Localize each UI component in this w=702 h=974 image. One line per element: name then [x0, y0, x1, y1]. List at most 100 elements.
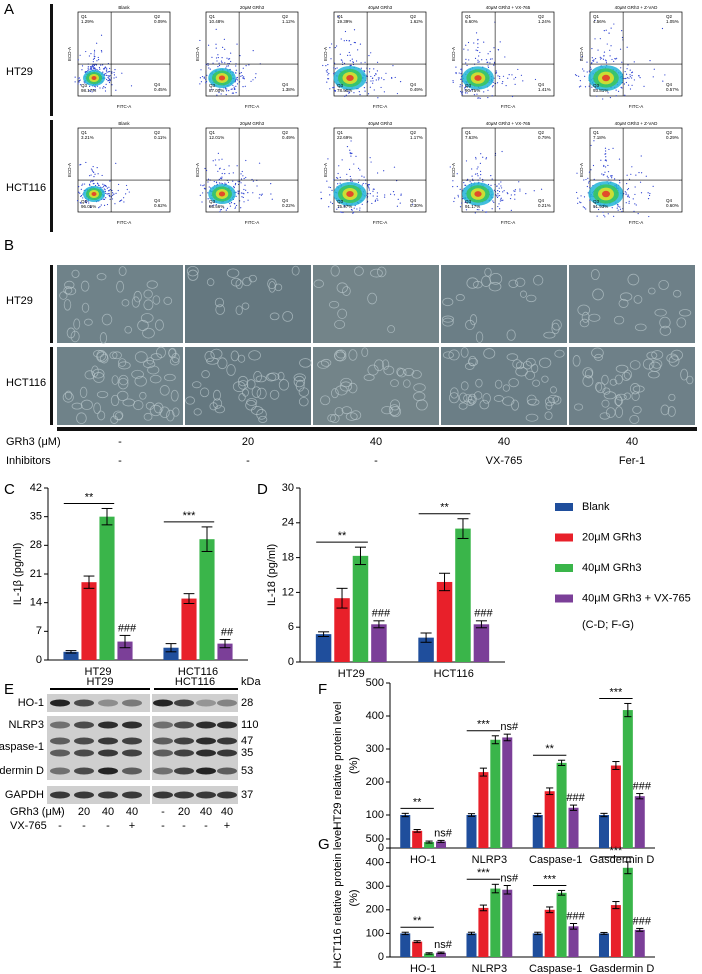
cell: [204, 350, 215, 362]
band: [50, 749, 70, 757]
event-dot: [465, 58, 467, 60]
event-dot: [230, 88, 232, 90]
cell: [96, 273, 107, 281]
quadrant-value: 0.79%: [538, 135, 551, 140]
event-dot: [351, 180, 353, 182]
event-dot: [209, 68, 211, 70]
event-dot: [377, 97, 379, 99]
event-dot: [476, 168, 478, 170]
event-dot: [607, 177, 609, 179]
bar: [473, 624, 490, 662]
cell: [660, 404, 670, 416]
cell: [619, 292, 633, 302]
event-dot: [88, 55, 90, 57]
event-dot: [607, 171, 610, 173]
event-dot: [603, 30, 605, 32]
quadrant-value: 0.09%: [154, 19, 167, 24]
event-dot: [372, 188, 374, 190]
event-dot: [500, 185, 502, 187]
event-dot: [329, 47, 331, 49]
event-dot: [98, 66, 101, 69]
cell: [389, 406, 402, 418]
cell: [581, 311, 590, 323]
event-dot: [109, 79, 111, 82]
event-dot: [104, 189, 106, 191]
treatment-label: Inhibitors: [6, 455, 51, 467]
event-dot: [588, 85, 590, 87]
event-dot: [612, 147, 614, 149]
panel-label: B: [4, 237, 14, 254]
event-dot: [114, 203, 116, 205]
y-tick-label: 28: [30, 539, 42, 551]
event-dot: [252, 180, 255, 182]
event-dot: [352, 61, 355, 64]
cell: [149, 374, 162, 384]
cell: [339, 381, 353, 392]
band: [122, 699, 142, 707]
event-dot: [81, 69, 83, 71]
significance: **: [338, 530, 347, 542]
event-dot: [662, 80, 664, 82]
quadrant-value: 0.29%: [666, 135, 679, 140]
band: [122, 767, 142, 775]
event-dot: [583, 70, 585, 72]
event-dot: [473, 94, 476, 96]
quadrant-name: Q4: [410, 82, 417, 87]
event-dot: [364, 61, 366, 63]
y-tick-label: 0: [378, 842, 384, 854]
event-dot: [111, 189, 113, 192]
condition-label: VX-765: [10, 820, 47, 832]
event-dot: [525, 193, 527, 195]
quadrant-name: Q2: [538, 14, 545, 19]
band: [74, 721, 94, 729]
bar: [424, 842, 435, 848]
event-dot: [479, 51, 481, 54]
event-dot: [206, 74, 208, 76]
event-dot: [580, 202, 582, 204]
event-dot: [363, 176, 365, 178]
row-bar: [50, 4, 53, 116]
event-dot: [97, 59, 100, 61]
cell: [269, 312, 280, 321]
event-dot: [128, 191, 130, 193]
event-dot: [93, 53, 95, 55]
event-dot: [533, 190, 535, 192]
event-dot: [331, 202, 334, 205]
cell: [258, 415, 268, 423]
cell: [515, 361, 525, 370]
cell: [255, 375, 267, 383]
event-dot: [91, 67, 93, 69]
event-dot: [113, 71, 115, 74]
event-dot: [101, 174, 103, 177]
cell: [472, 280, 483, 289]
cell: [547, 394, 560, 404]
cell: [253, 370, 262, 383]
event-dot: [369, 68, 371, 70]
cell: [99, 332, 108, 344]
cell: [342, 286, 351, 296]
event-dot: [225, 67, 227, 69]
cell: [334, 407, 344, 417]
event-dot: [240, 75, 242, 77]
event-dot: [357, 49, 359, 51]
quadrant-value: 75.97%: [337, 204, 352, 209]
event-dot: [582, 206, 584, 208]
event-dot: [390, 193, 392, 195]
event-dot: [242, 86, 244, 88]
cell: [502, 396, 515, 406]
event-dot: [374, 200, 376, 202]
band: [196, 791, 216, 799]
event-dot: [460, 92, 463, 94]
event-dot: [609, 49, 611, 51]
event-dot: [94, 86, 97, 88]
band: [50, 699, 70, 707]
cell: [143, 289, 153, 299]
event-dot: [235, 78, 237, 81]
cell: [267, 278, 277, 290]
event-dot: [102, 87, 104, 89]
event-dot: [500, 181, 502, 183]
cell: [153, 402, 164, 414]
cell: [442, 317, 454, 327]
event-dot: [111, 71, 113, 73]
cell: [551, 319, 562, 331]
